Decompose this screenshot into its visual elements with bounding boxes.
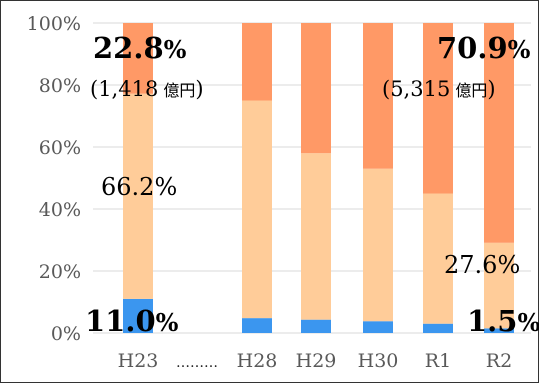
bar-segment-H28-2 <box>242 100 272 319</box>
y-tick-label: 100% <box>27 13 81 35</box>
r2-bottom-value: 1.5% <box>467 304 539 338</box>
bar-segment-R1-1 <box>423 323 453 333</box>
r2-mid-value: 27.6% <box>444 251 520 279</box>
bar-segment-H30-3 <box>363 23 393 169</box>
bar-segment-H28-3 <box>242 23 272 101</box>
x-tick-label: H29 <box>296 350 337 372</box>
y-axis-ticks: 0% 20% 40% 60% 80% 100% <box>27 13 81 345</box>
x-tick-label: R2 <box>486 350 512 372</box>
bar-segment-H30-2 <box>363 168 393 322</box>
bar-segment-H29-2 <box>301 153 331 320</box>
y-tick-label: 40% <box>39 199 81 221</box>
h23-top-value: 22.8% <box>93 31 187 65</box>
x-axis-ticks: H23 H28 H29 H30 R1 R2 ……… <box>118 350 513 372</box>
bar-segment-H29-1 <box>301 319 331 333</box>
y-tick-label: 0% <box>51 323 81 345</box>
axis-gap-marker: ……… <box>176 355 218 371</box>
x-tick-label: H30 <box>358 350 399 372</box>
r2-top-value: 70.9% <box>437 31 531 65</box>
h23-top-amount: (1,418 億円) <box>90 77 204 101</box>
bar-segment-R1-2 <box>423 193 453 324</box>
y-tick-label: 80% <box>39 75 81 97</box>
bar-segment-H23-2 <box>123 93 153 299</box>
x-tick-label: H28 <box>237 350 278 372</box>
h23-bottom-value: 11.0% <box>85 304 179 338</box>
y-tick-label: 20% <box>39 261 81 283</box>
h23-mid-value: 66.2% <box>101 173 177 201</box>
data-labels: 22.8% (1,418 億円) 66.2% 11.0% 70.9% (5,315… <box>85 31 539 338</box>
x-tick-label: H23 <box>118 350 159 372</box>
bars <box>123 23 514 333</box>
bar-segment-R1-3 <box>423 23 453 194</box>
bar-segment-R2-3 <box>484 23 514 243</box>
bar-segment-H30-1 <box>363 321 393 333</box>
r2-top-amount: (5,315 億円) <box>382 77 496 101</box>
bar-segment-R2-2 <box>484 242 514 329</box>
bar-segment-H28-1 <box>242 318 272 333</box>
bar-segment-H23-1 <box>123 298 153 333</box>
y-tick-label: 60% <box>39 137 81 159</box>
bar-segment-R2-1 <box>484 328 514 333</box>
bar-segment-H29-3 <box>301 23 331 154</box>
x-tick-label: R1 <box>425 350 451 372</box>
bar-segment-H23-3 <box>123 23 153 94</box>
